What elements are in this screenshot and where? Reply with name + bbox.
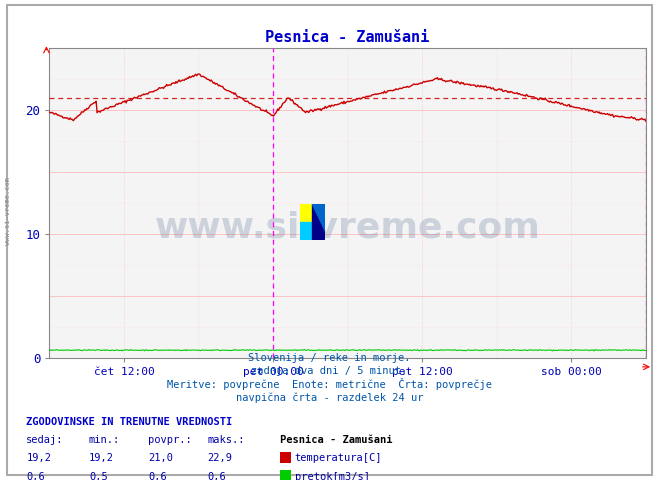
Text: 0,5: 0,5 [89,471,107,480]
Text: povpr.:: povpr.: [148,435,192,445]
Text: Slovenija / reke in morje.: Slovenija / reke in morje. [248,353,411,363]
Text: maks.:: maks.: [208,435,245,445]
Text: 22,9: 22,9 [208,453,233,463]
Text: temperatura[C]: temperatura[C] [295,453,382,463]
Title: Pesnica - Zamušani: Pesnica - Zamušani [266,30,430,46]
Text: Meritve: povprečne  Enote: metrične  Črta: povprečje: Meritve: povprečne Enote: metrične Črta:… [167,378,492,390]
Text: 0,6: 0,6 [148,471,167,480]
Bar [312,204,325,240]
Bar [300,222,312,240]
Text: 21,0: 21,0 [148,453,173,463]
Text: 0,6: 0,6 [208,471,226,480]
Bar [300,204,312,222]
Text: www.si-vreme.com: www.si-vreme.com [155,211,540,245]
Text: www.si-vreme.com: www.si-vreme.com [5,177,11,245]
Text: sedaj:: sedaj: [26,435,64,445]
Text: Pesnica - Zamušani: Pesnica - Zamušani [280,435,393,445]
Text: pretok[m3/s]: pretok[m3/s] [295,471,370,480]
Text: navpična črta - razdelek 24 ur: navpična črta - razdelek 24 ur [236,393,423,403]
Text: 19,2: 19,2 [26,453,51,463]
Text: 19,2: 19,2 [89,453,114,463]
Text: zadnja dva dni / 5 minut.: zadnja dva dni / 5 minut. [251,366,408,376]
Text: ZGODOVINSKE IN TRENUTNE VREDNOSTI: ZGODOVINSKE IN TRENUTNE VREDNOSTI [26,417,233,427]
Polygon shape [312,204,325,231]
Text: 0,6: 0,6 [26,471,45,480]
Text: min.:: min.: [89,435,120,445]
